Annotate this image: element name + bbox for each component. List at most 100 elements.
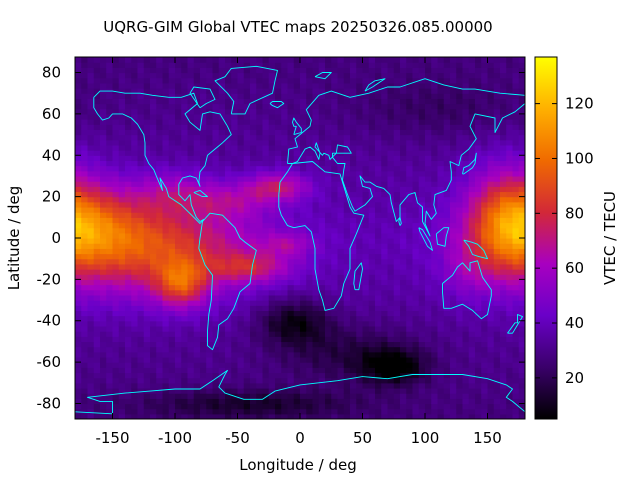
heatmap-cell [106,144,114,151]
heatmap-cell [262,124,270,130]
heatmap-cell [368,82,376,89]
heatmap-cell [518,408,525,415]
heatmap-cell [75,248,82,255]
heatmap-cell [425,139,432,146]
heatmap-cell [343,129,351,136]
heatmap-cell [350,325,357,332]
heatmap-cell [393,356,401,363]
heatmap-cell [93,170,101,177]
heatmap-cell [262,248,270,255]
heatmap-cell [156,67,164,74]
heatmap-cell [375,134,382,141]
heatmap-cell [425,356,432,363]
heatmap-cell [387,181,395,187]
heatmap-cell [481,165,489,172]
heatmap-cell [300,217,307,224]
heatmap-cell [262,57,270,63]
heatmap-cell [500,170,507,177]
heatmap-cell [387,222,395,229]
heatmap-cell [243,263,251,270]
heatmap-cell [293,181,301,187]
heatmap-cell [143,160,151,167]
heatmap-cell [268,227,276,234]
heatmap-cell [481,310,489,317]
heatmap-cell [431,269,439,275]
heatmap-cell [193,393,201,399]
heatmap-cell [75,88,82,94]
heatmap-cell [331,67,339,74]
heatmap-cell [400,320,407,327]
heatmap-cell [100,336,107,343]
heatmap-cell [150,300,157,306]
heatmap-cell [243,93,251,99]
heatmap-cell [300,222,307,229]
heatmap-cell [156,382,164,389]
heatmap-cell [162,88,170,94]
heatmap-cell [512,341,520,348]
heatmap-cell [500,232,507,239]
heatmap-cell [125,181,132,187]
heatmap-cell [162,98,170,105]
heatmap-cell [187,82,195,89]
heatmap-cell [293,206,301,213]
heatmap-cell [506,217,514,224]
heatmap-cell [387,403,395,410]
heatmap-cell [281,150,289,156]
heatmap-cell [387,160,395,167]
heatmap-cell [306,238,314,244]
heatmap-cell [468,212,476,218]
heatmap-cell [256,413,264,419]
heatmap-cell [462,62,470,68]
heatmap-cell [425,103,432,110]
heatmap-cell [318,62,326,68]
heatmap-cell [93,113,101,120]
heatmap-cell [450,238,457,244]
heatmap-cell [468,181,476,187]
heatmap-cell [481,196,489,203]
heatmap-cell [243,124,251,130]
heatmap-cell [325,398,332,405]
heatmap-cell [156,217,164,224]
heatmap-cell [381,269,389,275]
heatmap-cell [300,387,307,394]
heatmap-cell [425,263,432,270]
heatmap-cell [218,175,226,182]
heatmap-cell [250,108,257,115]
heatmap-cell [306,155,314,162]
heatmap-cell [225,196,232,203]
heatmap-cell [437,129,445,136]
heatmap-cell [262,212,270,218]
heatmap-cell [481,248,489,255]
heatmap-cell [393,274,401,280]
heatmap-cell [131,160,139,167]
heatmap-cell [450,377,457,384]
heatmap-cell [281,134,289,141]
heatmap-cell [337,362,345,368]
heatmap-cell [506,403,514,410]
heatmap-cell [275,356,282,363]
heatmap-cell [168,341,176,348]
heatmap-cell [162,155,170,162]
heatmap-cell [131,279,139,286]
heatmap-cell [381,325,389,332]
heatmap-cell [443,356,451,363]
heatmap-cell [325,362,332,368]
heatmap-cell [512,315,520,322]
heatmap-cell [256,398,264,405]
heatmap-cell [87,263,95,270]
heatmap-cell [250,165,257,172]
heatmap-cell [393,98,401,105]
heatmap-cell [425,398,432,405]
heatmap-cell [356,129,364,136]
heatmap-cell [87,377,95,384]
heatmap-cell [281,269,289,275]
heatmap-cell [162,300,170,306]
heatmap-cell [256,310,264,317]
heatmap-cell [375,351,382,358]
heatmap-cell [125,98,132,105]
heatmap-cell [225,325,232,332]
heatmap-cell [125,372,132,379]
heatmap-cell [368,243,376,249]
heatmap-cell [387,119,395,125]
heatmap-cell [456,222,464,229]
